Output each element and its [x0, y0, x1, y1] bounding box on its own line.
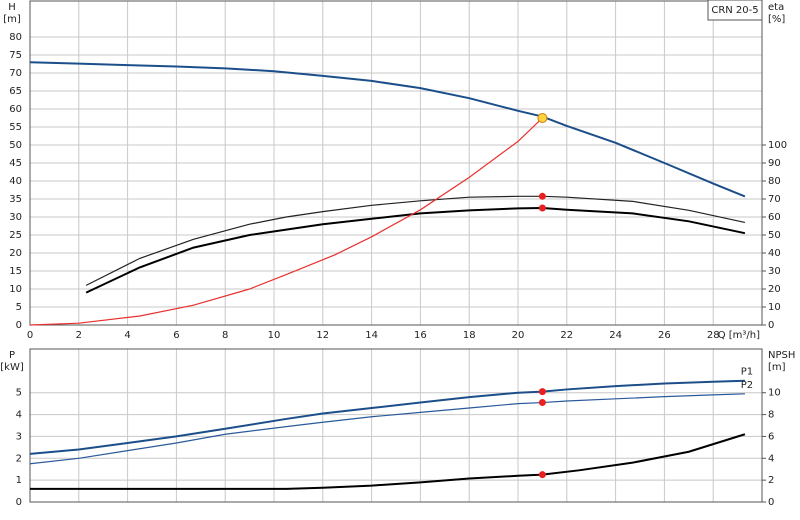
y2-tick-label: 0: [768, 320, 774, 331]
y-tick-label: 60: [9, 104, 22, 115]
y2-tick-label: 30: [768, 266, 781, 277]
y-tick-label: 75: [9, 50, 22, 61]
y-tick-label: 5: [16, 302, 22, 313]
x-tick-label: 22: [560, 330, 573, 341]
operating-point: [537, 113, 548, 123]
operating-point: [538, 192, 546, 200]
x-tick-label: 28: [707, 330, 720, 341]
y2-tick-label: 10: [768, 302, 781, 313]
y-tick-label: 3: [16, 431, 22, 442]
y-tick-label: 10: [9, 284, 22, 295]
x-tick-label: 4: [124, 330, 130, 341]
y2-tick-label: 60: [768, 212, 781, 223]
x-tick-label: 6: [173, 330, 179, 341]
y-tick-label: 30: [9, 212, 22, 223]
y-tick-label: 1: [16, 475, 22, 486]
x-tick-label: 18: [463, 330, 476, 341]
y-tick-label: 35: [9, 194, 22, 205]
y2-tick-label: 50: [768, 230, 781, 241]
y-tick-label: 25: [9, 230, 22, 241]
y-axis-unit: [m]: [3, 14, 21, 25]
y-tick-label: 55: [9, 122, 22, 133]
y2-tick-label: 0: [768, 497, 774, 508]
x-tick-label: 20: [512, 330, 525, 341]
plot-frame: [29, 348, 763, 503]
operating-point: [538, 471, 546, 479]
y2-tick-label: 2: [768, 475, 774, 486]
y2-axis-unit: [m]: [768, 362, 786, 373]
operating-point: [538, 388, 546, 396]
series-line: [30, 433, 746, 490]
x-axis-label: Q [m³/h]: [718, 330, 760, 341]
x-tick-label: 2: [76, 330, 82, 341]
y-tick-label: 40: [9, 176, 22, 187]
x-tick-label: 10: [268, 330, 281, 341]
y-tick-label: 2: [16, 453, 22, 464]
x-tick-label: 8: [222, 330, 228, 341]
y-tick-label: 4: [16, 410, 22, 421]
operating-point: [538, 204, 546, 212]
y2-tick-label: 10: [768, 388, 781, 399]
x-tick-label: 0: [27, 330, 33, 341]
y2-axis-label: eta: [768, 2, 784, 13]
y-tick-label: 70: [9, 68, 22, 79]
y2-tick-label: 80: [768, 176, 781, 187]
y2-tick-label: 40: [768, 248, 781, 259]
y2-tick-label: 8: [768, 410, 774, 421]
series-label: P1: [741, 367, 753, 378]
y-tick-label: 80: [9, 32, 22, 43]
y2-axis-label: NPSH: [768, 350, 795, 361]
y-tick-label: 0: [16, 497, 22, 508]
y-axis-label: H: [8, 2, 16, 13]
x-tick-label: 16: [414, 330, 427, 341]
y-tick-label: 50: [9, 140, 22, 151]
legend-title: CRN 20-5: [711, 5, 758, 16]
y-axis-label: P: [9, 350, 15, 361]
y-tick-label: 5: [16, 388, 22, 399]
y2-tick-label: 70: [768, 194, 781, 205]
y2-axis-unit: [%]: [768, 14, 785, 25]
series-line: [29, 393, 745, 465]
x-tick-label: 12: [316, 330, 329, 341]
series-line: [29, 117, 543, 326]
series-line: [29, 379, 745, 455]
y-tick-label: 45: [9, 158, 22, 169]
y2-tick-label: 90: [768, 158, 781, 169]
x-tick-label: 14: [365, 330, 378, 341]
y-axis-unit: [kW]: [0, 362, 24, 373]
y-tick-label: 0: [16, 320, 22, 331]
y-tick-label: 15: [9, 266, 22, 277]
y-tick-label: 20: [9, 248, 22, 259]
series-label: P2: [741, 380, 753, 391]
y2-tick-label: 100: [768, 140, 787, 151]
legend-box: [707, 0, 763, 21]
x-tick-label: 24: [609, 330, 622, 341]
series-line: [85, 195, 746, 286]
y2-tick-label: 4: [768, 453, 774, 464]
y2-tick-label: 6: [768, 431, 774, 442]
series-line: [29, 61, 746, 198]
series-line: [85, 206, 746, 294]
operating-point: [538, 399, 546, 407]
x-tick-label: 26: [658, 330, 671, 341]
y-tick-label: 65: [9, 86, 22, 97]
y2-tick-label: 20: [768, 284, 781, 295]
